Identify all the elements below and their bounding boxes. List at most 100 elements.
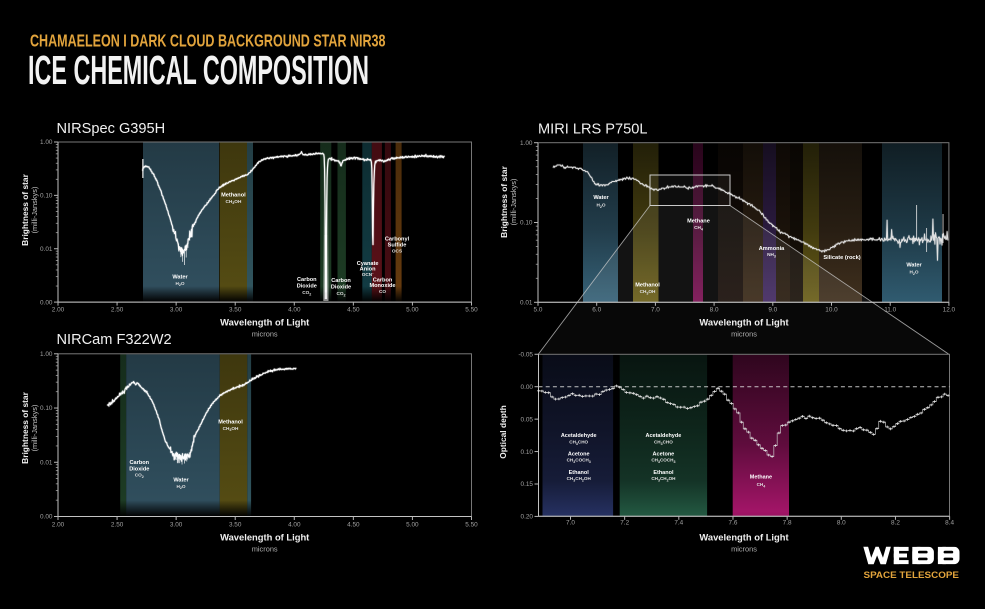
- svg-text:-0.05: -0.05: [518, 352, 533, 359]
- svg-text:ICE CHEMICAL COMPOSITION: ICE CHEMICAL COMPOSITION: [28, 47, 369, 93]
- svg-text:1.00: 1.00: [40, 139, 53, 146]
- svg-text:Methanol: Methanol: [218, 420, 243, 426]
- svg-text:9.0: 9.0: [768, 307, 777, 314]
- svg-text:Carbonyl: Carbonyl: [385, 237, 410, 243]
- svg-text:11.0: 11.0: [884, 307, 896, 314]
- svg-text:Dioxide: Dioxide: [297, 284, 317, 290]
- svg-text:Wavelength of Light: Wavelength of Light: [699, 532, 788, 543]
- svg-text:(milli-Janskys): (milli-Janskys): [30, 405, 39, 452]
- svg-text:OCN-: OCN-: [362, 272, 374, 277]
- svg-text:Brightness of star: Brightness of star: [499, 165, 509, 237]
- svg-text:Carbon: Carbon: [297, 277, 317, 283]
- svg-text:8.0: 8.0: [710, 307, 719, 314]
- svg-text:7.4: 7.4: [674, 520, 683, 527]
- svg-text:CH3OH: CH3OH: [225, 199, 241, 205]
- svg-text:7.8: 7.8: [783, 520, 792, 527]
- svg-text:CH3OH: CH3OH: [223, 426, 239, 432]
- svg-text:Acetone: Acetone: [653, 452, 675, 458]
- svg-text:5.00: 5.00: [406, 522, 419, 529]
- svg-text:8.2: 8.2: [891, 520, 900, 527]
- svg-text:Brightness of star: Brightness of star: [20, 391, 30, 463]
- svg-text:MIRI LRS P750L: MIRI LRS P750L: [538, 122, 648, 138]
- svg-text:NH3: NH3: [767, 252, 776, 258]
- svg-text:0.00: 0.00: [40, 299, 53, 306]
- svg-text:0.01: 0.01: [520, 300, 533, 307]
- svg-text:Wavelength of Light: Wavelength of Light: [220, 317, 309, 328]
- svg-text:2.50: 2.50: [111, 522, 124, 529]
- svg-text:Brightness of star: Brightness of star: [20, 173, 30, 245]
- svg-text:Methanol: Methanol: [635, 283, 660, 289]
- svg-text:12.0: 12.0: [943, 307, 956, 314]
- svg-text:CO2: CO2: [135, 473, 144, 479]
- svg-text:(milli-Janskys): (milli-Janskys): [509, 179, 518, 226]
- svg-text:4.00: 4.00: [288, 307, 301, 314]
- svg-text:CH3OH: CH3OH: [640, 289, 656, 295]
- svg-text:0.10: 0.10: [521, 449, 534, 456]
- svg-text:CO: CO: [379, 289, 386, 294]
- svg-text:0.00: 0.00: [40, 514, 53, 521]
- svg-text:CO2: CO2: [302, 290, 311, 296]
- svg-text:5.50: 5.50: [465, 307, 478, 314]
- svg-text:1.00: 1.00: [520, 140, 533, 147]
- svg-text:3.50: 3.50: [229, 522, 242, 529]
- svg-text:CHAMAELEON I DARK CLOUD BACKGR: CHAMAELEON I DARK CLOUD BACKGROUND STAR …: [30, 30, 386, 50]
- svg-text:CH3CHO: CH3CHO: [654, 440, 673, 446]
- svg-text:0.01: 0.01: [40, 460, 53, 467]
- svg-text:3.50: 3.50: [229, 307, 242, 314]
- svg-text:5.00: 5.00: [406, 307, 419, 314]
- svg-text:Carbon: Carbon: [331, 278, 351, 284]
- svg-text:Acetaldehyde: Acetaldehyde: [561, 433, 597, 439]
- svg-text:3.00: 3.00: [170, 522, 183, 529]
- svg-text:10.0: 10.0: [825, 307, 838, 314]
- svg-text:Water: Water: [593, 195, 609, 201]
- svg-text:4.50: 4.50: [347, 522, 360, 529]
- svg-text:NIRSpec G395H: NIRSpec G395H: [57, 121, 166, 137]
- svg-text:CH4: CH4: [757, 482, 766, 488]
- svg-text:7.6: 7.6: [729, 520, 738, 527]
- svg-text:0.10: 0.10: [520, 220, 533, 227]
- svg-text:2.00: 2.00: [52, 522, 65, 529]
- svg-text:0.15: 0.15: [521, 481, 534, 488]
- svg-text:microns: microns: [252, 545, 278, 554]
- svg-text:4.00: 4.00: [288, 522, 301, 529]
- svg-text:6.0: 6.0: [592, 307, 601, 314]
- svg-text:Acetaldehyde: Acetaldehyde: [646, 433, 682, 439]
- svg-text:Dioxide: Dioxide: [129, 466, 149, 472]
- svg-text:Acetone: Acetone: [568, 452, 590, 458]
- svg-text:NIRCam F322W2: NIRCam F322W2: [57, 332, 172, 348]
- svg-text:3.00: 3.00: [170, 307, 183, 314]
- svg-text:H2O: H2O: [596, 203, 605, 209]
- svg-text:Anion: Anion: [360, 267, 376, 273]
- svg-text:Water: Water: [173, 478, 189, 484]
- svg-text:0.10: 0.10: [40, 193, 53, 200]
- svg-text:SPACE TELESCOPE: SPACE TELESCOPE: [864, 570, 960, 580]
- svg-text:Optical depth: Optical depth: [498, 405, 508, 459]
- svg-text:CH3CH2OH: CH3CH2OH: [567, 476, 592, 482]
- svg-text:microns: microns: [731, 545, 757, 554]
- svg-text:Ethanol: Ethanol: [653, 470, 674, 476]
- svg-text:CH3COCH3: CH3COCH3: [651, 458, 675, 464]
- svg-text:5.0: 5.0: [534, 307, 543, 314]
- svg-text:8.0: 8.0: [837, 520, 846, 527]
- svg-text:Monoxide: Monoxide: [369, 283, 395, 289]
- svg-text:0.20: 0.20: [521, 514, 534, 521]
- svg-text:Water: Water: [906, 263, 922, 269]
- svg-text:5.50: 5.50: [465, 522, 478, 529]
- svg-text:CH3COCH3: CH3COCH3: [567, 458, 591, 464]
- svg-text:microns: microns: [731, 330, 757, 339]
- svg-text:0.01: 0.01: [40, 246, 53, 253]
- svg-text:Silicate (rock): Silicate (rock): [823, 255, 860, 261]
- svg-text:Cyanate: Cyanate: [357, 261, 379, 267]
- svg-text:CH3CHO: CH3CHO: [569, 440, 588, 446]
- svg-text:0.05: 0.05: [521, 416, 534, 423]
- svg-text:Carbon: Carbon: [130, 460, 150, 466]
- svg-text:CH3CH2OH: CH3CH2OH: [651, 476, 676, 482]
- svg-text:Ethanol: Ethanol: [569, 470, 590, 476]
- svg-text:(milli-Janskys): (milli-Janskys): [30, 187, 39, 234]
- svg-text:microns: microns: [252, 330, 278, 339]
- svg-text:1.00: 1.00: [40, 351, 53, 358]
- svg-text:H2O: H2O: [175, 281, 184, 287]
- svg-text:Sulfide: Sulfide: [388, 242, 407, 248]
- svg-text:Wavelength of Light: Wavelength of Light: [699, 317, 788, 328]
- svg-text:Ammonia: Ammonia: [759, 246, 785, 252]
